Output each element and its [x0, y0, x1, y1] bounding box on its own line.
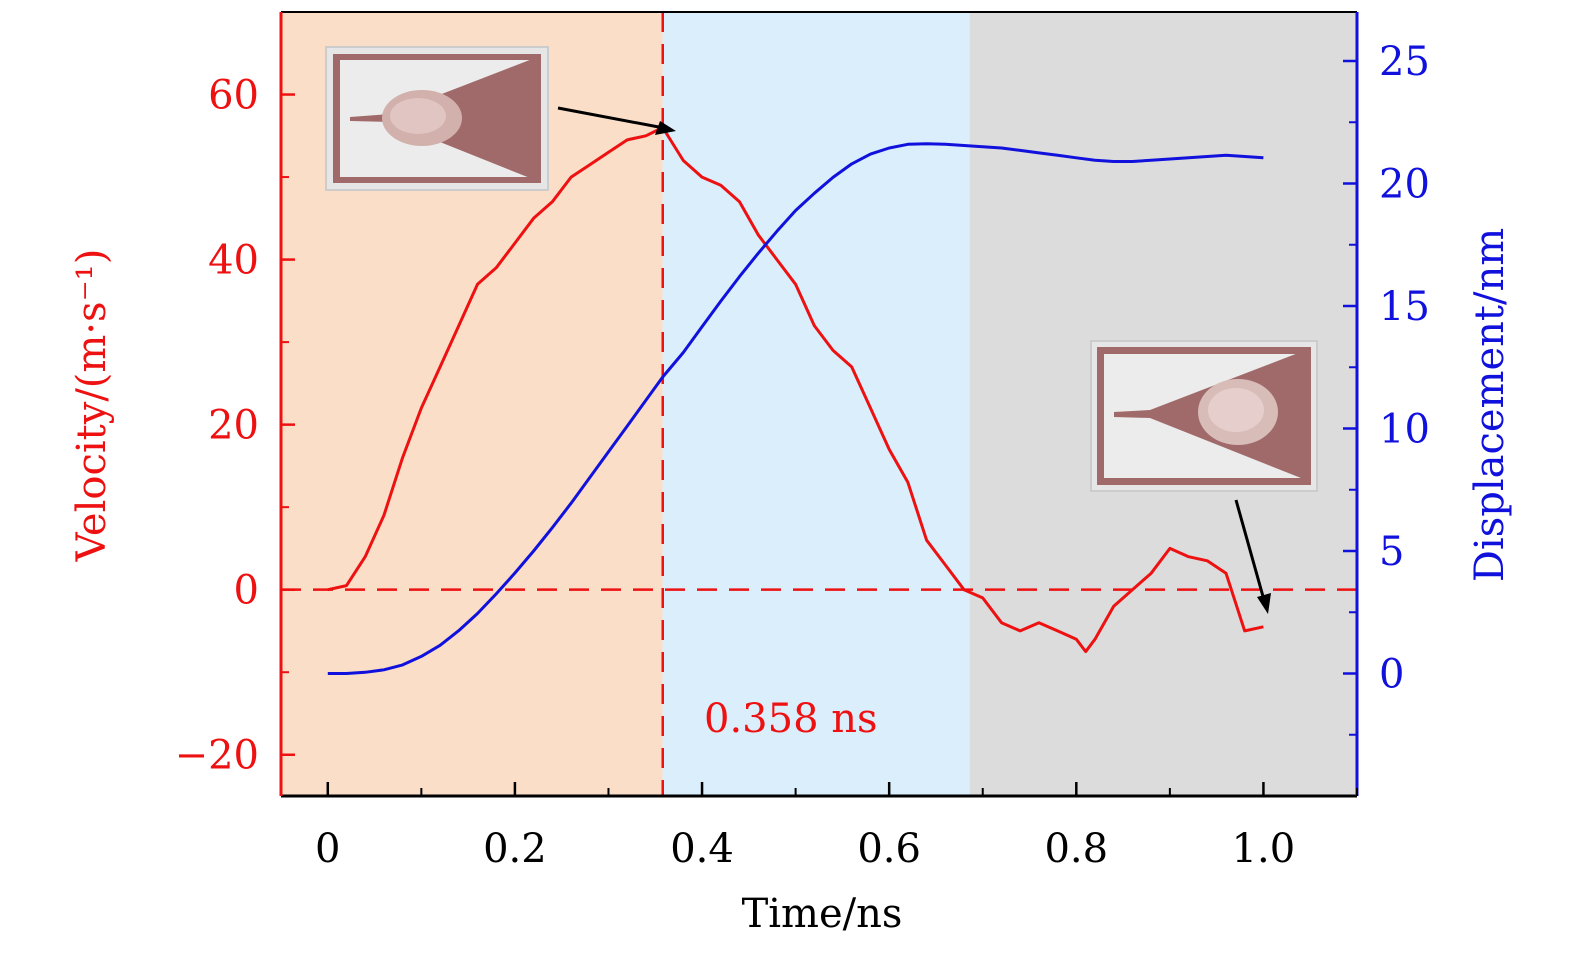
y-right-tick-label: 25	[1379, 39, 1430, 85]
arrowhead-end	[1257, 593, 1271, 614]
series-displacement	[327, 142, 1264, 675]
y-left-tick-label: 40	[208, 238, 259, 284]
y-right-tick-label: 15	[1379, 284, 1430, 330]
y-right-axis-title: Displacement/nm	[1467, 228, 1513, 582]
y-left-tick-label: −20	[175, 733, 259, 779]
y-left-tick-label: 60	[208, 73, 259, 119]
axis-ticks: 0 0.2 0.4 0.6 0.8 1.0 −20 0 20 40 60 0 5 10 15 20 25	[175, 39, 1430, 872]
x-tick-label: 0.2	[483, 826, 547, 872]
y-left-axis-title: Velocity/(m·s⁻¹)	[69, 249, 115, 563]
y-right-tick-label: 0	[1379, 652, 1404, 698]
arrow-start	[557, 106, 665, 130]
insets	[325, 46, 1318, 492]
arrowhead-start	[655, 121, 676, 135]
x-tick-label: 0.4	[670, 826, 734, 872]
y-left-tick-label: 20	[208, 403, 259, 449]
time-marker-label: 0.358 ns	[704, 696, 878, 742]
series-velocity	[327, 126, 1264, 654]
y-right-tick-label: 10	[1379, 407, 1430, 453]
annotation-arrows	[557, 106, 1271, 614]
x-axis-title: Time/ns	[742, 891, 903, 937]
x-tick-label: 0	[315, 826, 340, 872]
arrow-end	[1234, 499, 1266, 601]
region-deceleration	[662, 12, 970, 796]
y-right-tick-label: 20	[1379, 162, 1430, 208]
inset-image-end	[1090, 340, 1318, 492]
axis-labels: Time/ns Velocity/(m·s⁻¹) Displacement/nm…	[69, 228, 1513, 937]
y-right-tick-label: 5	[1379, 529, 1404, 575]
y-left-tick-label: 0	[234, 568, 259, 614]
inset-image-start	[325, 46, 549, 191]
x-tick-label: 1.0	[1232, 826, 1296, 872]
x-tick-label: 0.8	[1044, 826, 1108, 872]
plot-frame	[279, 11, 1359, 798]
series-lines	[327, 126, 1264, 675]
x-tick-label: 0.6	[857, 826, 921, 872]
